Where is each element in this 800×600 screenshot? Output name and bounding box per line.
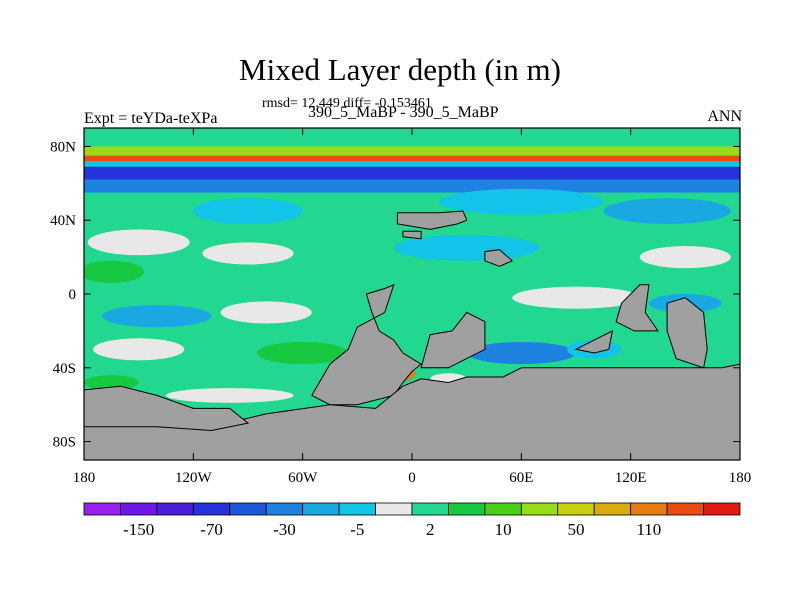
field-blob-7: [393, 234, 540, 261]
colorbar-swatch-8: [375, 502, 413, 516]
field-blob-18: [84, 375, 139, 390]
colorbar-swatch-2: [156, 502, 194, 516]
chart-title: Mixed Layer depth (in m): [239, 52, 561, 87]
land-south-belt: [84, 363, 740, 460]
colorbar-label-2: -30: [273, 520, 296, 539]
field-blob-3: [439, 188, 604, 215]
colorbar-swatch-13: [557, 502, 595, 516]
colorbar-swatch-9: [411, 502, 449, 516]
colorbar-swatch-0: [83, 502, 121, 516]
zonal-band-4: [84, 179, 740, 193]
colorbar-label-5: 10: [495, 520, 512, 539]
colorbar: -150 -70 -30 -5 2 10 50 110: [83, 502, 741, 539]
field-blob-15: [257, 341, 349, 365]
x-tick-label-1: 120W: [175, 470, 213, 486]
field-blob-11: [220, 301, 312, 324]
land-middle-east-block: [484, 249, 514, 267]
colorbar-label-7: 110: [636, 520, 661, 539]
zonal-band-2: [84, 161, 740, 167]
field-blob-6: [202, 242, 294, 265]
colorbar-swatch-1: [120, 502, 158, 516]
colorbar-swatch-11: [484, 502, 522, 516]
season-label: ANN: [707, 108, 742, 125]
colorbar-swatch-16: [666, 502, 704, 516]
land-africa-east: [420, 311, 486, 369]
land-india-patch: [574, 329, 614, 354]
experiment-label: Expt = teYDa-teXPa: [84, 110, 218, 127]
field-blob-10: [102, 305, 212, 328]
colorbar-label-1: -70: [200, 520, 223, 539]
field-blob-14: [93, 338, 185, 361]
field-blob-2: [311, 199, 403, 223]
colorbar-swatch-14: [593, 502, 632, 516]
zonal-band-1: [84, 155, 740, 162]
field-blob-9: [84, 260, 145, 283]
x-tick-label-4: 60E: [509, 470, 533, 486]
field-blob-16: [466, 341, 576, 365]
y-tick-label-2: 0: [69, 287, 77, 303]
land-africa-west: [311, 283, 422, 406]
x-tick-label-6: 180: [729, 470, 752, 486]
field-blob-1: [193, 198, 303, 224]
colorbar-swatch-10: [448, 502, 486, 516]
zonal-band-3: [84, 166, 740, 180]
land-east-asia: [666, 297, 708, 369]
stats-text: rmsd= 12.449 diff= -0.153461: [262, 96, 432, 111]
colorbar-swatch-7: [338, 502, 376, 516]
field-blob-8: [639, 246, 731, 269]
colorbar-label-0: -150: [123, 520, 154, 539]
field-blob-19: [166, 388, 294, 403]
x-tick-label-3: 0: [408, 470, 416, 486]
field-blob-0: [84, 194, 161, 217]
y-tick-label-0: 80N: [50, 139, 76, 155]
colorbar-swatch-4: [229, 502, 267, 516]
case-label: 390_5_MaBP - 390_5_MaBP: [308, 104, 499, 121]
x-tick-label-0: 180: [73, 470, 96, 486]
y-tick-label-1: 40N: [50, 213, 76, 229]
colorbar-label-6: 50: [568, 520, 585, 539]
zonal-band-0: [84, 146, 740, 156]
y-tick-label-4: 80S: [53, 435, 76, 451]
colorbar-swatch-15: [630, 502, 668, 516]
plot-area: [84, 128, 740, 460]
field-blob-12: [512, 286, 640, 309]
colorbar-swatch-17: [703, 502, 741, 516]
land-mediterranean-island: [402, 230, 422, 240]
land-se-asia: [615, 284, 659, 332]
land-europe: [396, 210, 468, 230]
colorbar-swatch-5: [265, 502, 304, 516]
y-tick-label-3: 40S: [53, 361, 76, 377]
field-blob-4: [603, 198, 731, 224]
x-tick-label-5: 120E: [615, 470, 647, 486]
colorbar-label-4: 2: [426, 520, 435, 539]
colorbar-swatch-12: [520, 502, 559, 516]
colorbar-label-3: -5: [350, 520, 364, 539]
colorbar-swatch-3: [192, 502, 231, 516]
field-blob-5: [87, 229, 190, 256]
x-tick-label-2: 60W: [288, 470, 318, 486]
colorbar-swatch-6: [302, 502, 340, 516]
land-south-west-ridge: [84, 385, 250, 432]
axis-ticks: 180 120W 60W 0 60E 120E 180 80N 40N 0 40S 80S: [50, 128, 751, 486]
